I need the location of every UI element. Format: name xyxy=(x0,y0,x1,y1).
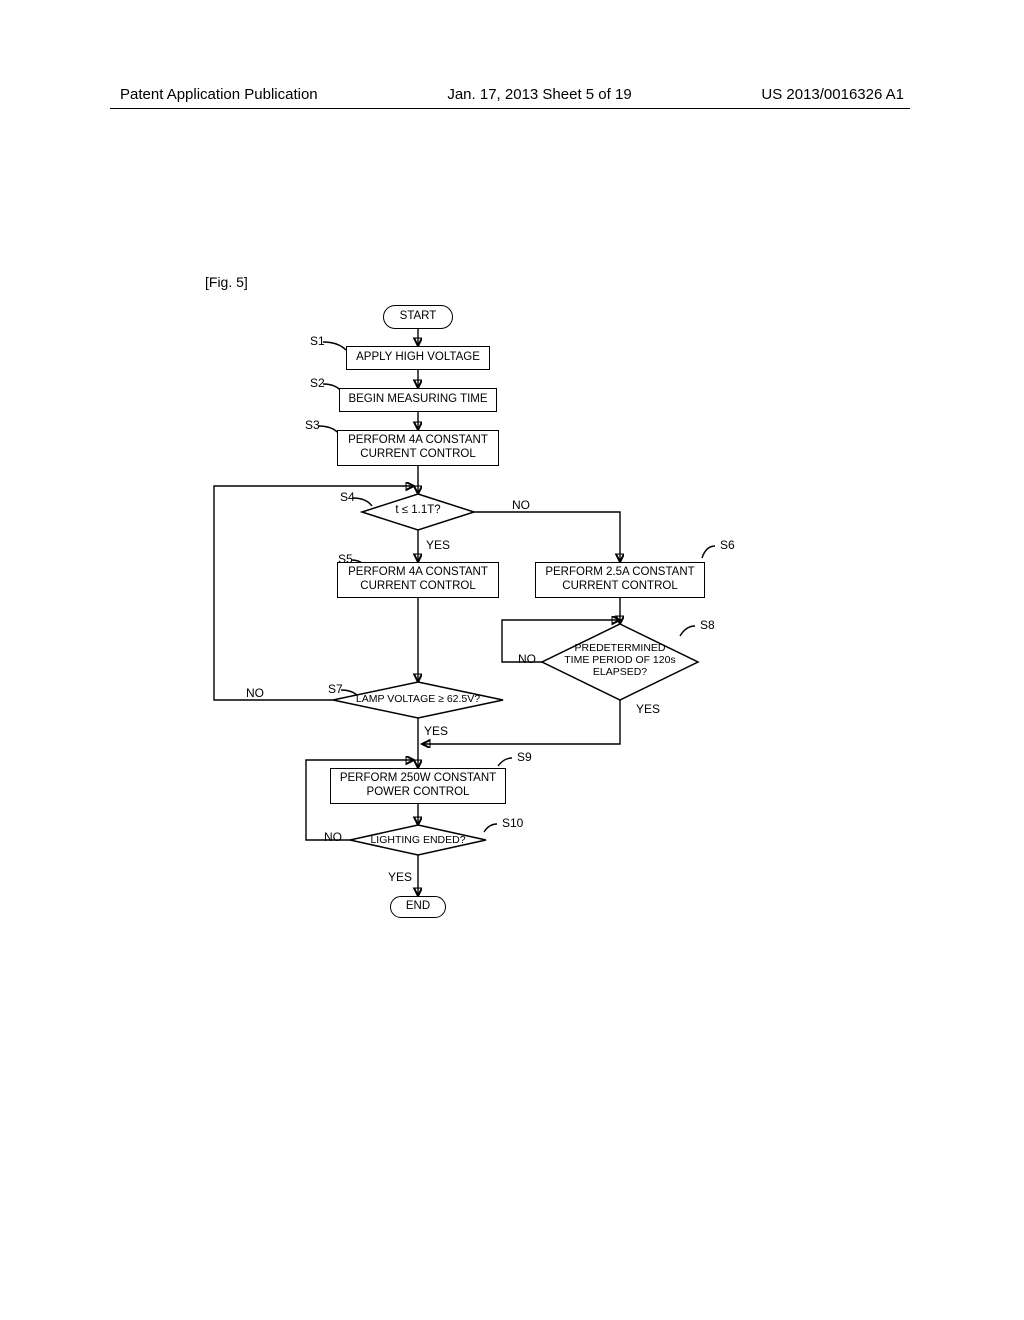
header-center: Jan. 17, 2013 Sheet 5 of 19 xyxy=(447,86,631,103)
label-s6: S6 xyxy=(720,538,735,552)
edge-s4-no: NO xyxy=(512,498,530,512)
edge-s10-yes: YES xyxy=(388,870,412,884)
node-s6-text: PERFORM 2.5A CONSTANT CURRENT CONTROL xyxy=(545,566,694,594)
header-right: US 2013/0016326 A1 xyxy=(761,86,904,103)
node-end-text: END xyxy=(406,900,430,914)
header-rule xyxy=(110,108,910,109)
node-s5: PERFORM 4A CONSTANT CURRENT CONTROL xyxy=(337,562,499,598)
label-s8: S8 xyxy=(700,618,715,632)
node-s8-text: PREDETERMINED TIME PERIOD OF 120s ELAPSE… xyxy=(550,642,690,678)
label-s1: S1 xyxy=(310,334,325,348)
label-s2: S2 xyxy=(310,376,325,390)
label-s3: S3 xyxy=(305,418,320,432)
label-s7: S7 xyxy=(328,682,343,696)
edge-s4-yes: YES xyxy=(426,538,450,552)
node-s9-text: PERFORM 250W CONSTANT POWER CONTROL xyxy=(340,772,496,800)
header-left: Patent Application Publication xyxy=(120,86,318,103)
label-s5: S5 xyxy=(338,552,353,566)
node-s3-text: PERFORM 4A CONSTANT CURRENT CONTROL xyxy=(348,434,488,462)
node-s7: LAMP VOLTAGE ≥ 62.5V? xyxy=(333,682,503,718)
node-s7-text: LAMP VOLTAGE ≥ 62.5V? xyxy=(348,693,488,705)
node-start: START xyxy=(383,305,453,329)
node-s3: PERFORM 4A CONSTANT CURRENT CONTROL xyxy=(337,430,499,466)
edge-s7-yes: YES xyxy=(424,724,448,738)
edge-s8-yes: YES xyxy=(636,702,660,716)
node-s4: t ≤ 1.1T? xyxy=(362,494,474,530)
node-start-text: START xyxy=(400,310,437,324)
page-header: Patent Application Publication Jan. 17, … xyxy=(0,86,1024,103)
node-s2: BEGIN MEASURING TIME xyxy=(339,388,497,412)
node-s1-text: APPLY HIGH VOLTAGE xyxy=(356,351,480,365)
edge-s8-no: NO xyxy=(518,652,536,666)
node-s8: PREDETERMINED TIME PERIOD OF 120s ELAPSE… xyxy=(542,624,698,700)
label-s10: S10 xyxy=(502,816,523,830)
node-s10-text: LIGHTING ENDED? xyxy=(348,834,488,846)
edge-s10-no: NO xyxy=(324,830,342,844)
flowchart: START APPLY HIGH VOLTAGE S1 BEGIN MEASUR… xyxy=(190,300,810,1020)
node-s6: PERFORM 2.5A CONSTANT CURRENT CONTROL xyxy=(535,562,705,598)
node-s10: LIGHTING ENDED? xyxy=(350,825,486,855)
page: Patent Application Publication Jan. 17, … xyxy=(0,0,1024,1320)
edge-s7-no: NO xyxy=(246,686,264,700)
label-s9: S9 xyxy=(517,750,532,764)
node-s1: APPLY HIGH VOLTAGE xyxy=(346,346,490,370)
figure-label: [Fig. 5] xyxy=(205,274,248,290)
node-end: END xyxy=(390,896,446,918)
node-s5-text: PERFORM 4A CONSTANT CURRENT CONTROL xyxy=(348,566,488,594)
node-s9: PERFORM 250W CONSTANT POWER CONTROL xyxy=(330,768,506,804)
node-s2-text: BEGIN MEASURING TIME xyxy=(348,393,487,407)
node-s4-text: t ≤ 1.1T? xyxy=(348,504,488,517)
label-s4: S4 xyxy=(340,490,355,504)
flowchart-connectors xyxy=(190,300,810,1020)
